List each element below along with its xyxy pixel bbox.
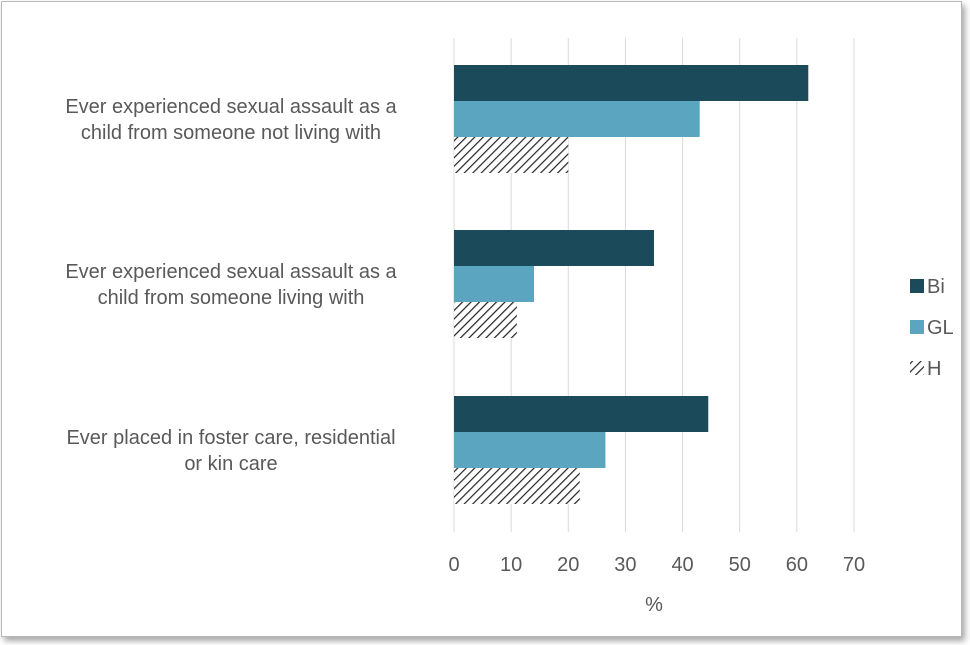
- bar-h-1: [454, 137, 569, 173]
- x-tick-labels: 0 10 20 30 40 50 60 70: [448, 554, 865, 576]
- category-labels: Ever experienced sexual assault as a chil…: [65, 96, 397, 475]
- x-tick-label: 30: [614, 554, 636, 576]
- category-label: Ever placed in foster care, residential: [66, 427, 395, 449]
- category-label: or kin care: [184, 453, 277, 475]
- x-tick-label: 10: [500, 554, 522, 576]
- bar-gl-2: [454, 266, 534, 302]
- x-tick-label: 60: [786, 554, 808, 576]
- legend-swatch-gl: [910, 320, 924, 334]
- bar-bi-2: [454, 230, 654, 266]
- bar-gl-1: [454, 101, 700, 137]
- legend-label-gl: GL: [927, 317, 954, 339]
- bars: [454, 65, 809, 504]
- category-label: child from someone living with: [98, 287, 365, 309]
- x-tick-label: 0: [448, 554, 459, 576]
- bar-bi-3: [454, 396, 709, 432]
- category-label: Ever experienced sexual assault as a: [65, 261, 397, 283]
- legend-swatch-h: [910, 361, 924, 375]
- x-tick-label: 40: [671, 554, 693, 576]
- bar-h-3: [454, 468, 580, 504]
- legend-label-bi: Bi: [927, 276, 945, 298]
- legend: Bi GL H: [910, 276, 954, 380]
- x-tick-label: 70: [843, 554, 865, 576]
- category-label: child from someone not living with: [81, 122, 381, 144]
- x-tick-label: 20: [557, 554, 579, 576]
- legend-label-h: H: [927, 358, 941, 380]
- bar-gl-3: [454, 432, 606, 468]
- bar-h-2: [454, 302, 517, 338]
- x-tick-label: 50: [729, 554, 751, 576]
- x-axis-title: %: [645, 594, 663, 616]
- bar-bi-1: [454, 65, 809, 101]
- legend-swatch-bi: [910, 279, 924, 293]
- category-label: Ever experienced sexual assault as a: [65, 96, 397, 118]
